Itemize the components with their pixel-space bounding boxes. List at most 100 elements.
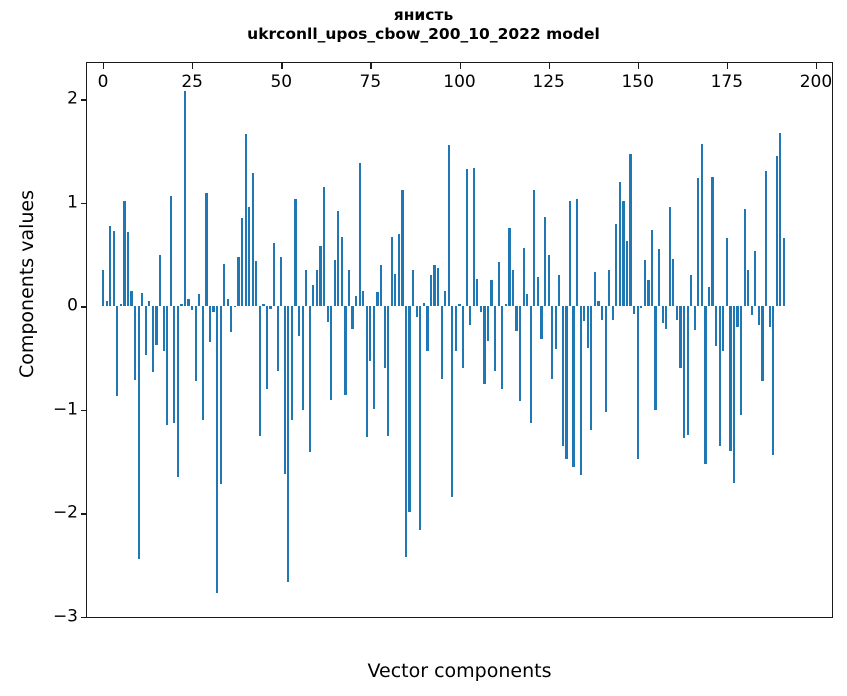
y-tick-label: −2 [52,502,78,523]
bar [383,306,386,369]
bar [297,306,301,337]
bar-series-container [87,63,832,617]
bar [672,258,675,307]
bar [490,280,493,307]
bar [240,218,244,307]
bar [433,264,436,307]
bar [315,270,318,307]
bar [176,306,179,478]
x-tick-mark [815,63,818,69]
bar [205,193,208,307]
chart-title-line-2: ukrconll_upos_cbow_200_10_2022 model [247,25,600,43]
bar [600,306,604,320]
x-tick-label: 100 [443,72,476,92]
bar [682,306,686,438]
bar [201,306,204,421]
bar [365,306,368,437]
bar [697,177,700,307]
bar [583,306,586,321]
bar [732,306,736,484]
bar [169,195,172,307]
bar [700,143,703,307]
bar [101,270,105,307]
bar [586,306,589,348]
bar [166,306,169,426]
bar [650,229,654,307]
bar [679,306,682,369]
bar [608,270,611,307]
bar [693,306,696,331]
bar [219,306,222,485]
bar [647,280,650,307]
bar [501,306,504,390]
bar [486,306,490,341]
bar [715,306,718,346]
bar [636,306,639,459]
bar [472,167,475,307]
bar [369,306,372,362]
bar [119,304,122,307]
bar [226,299,229,307]
y-tick-mark [81,202,87,205]
bar [419,306,422,530]
bar [461,306,465,369]
bar [722,306,725,351]
bar [244,134,247,307]
plot-axes: 2 1 0 −1 −2 −3 0 25 50 75 100 125 150 175 200 [53,62,833,625]
bar [540,306,543,340]
bar [233,306,237,308]
bar [123,200,126,307]
bar [579,306,582,476]
bar [130,290,133,307]
bar [208,306,212,342]
bar [668,206,671,307]
bar [358,163,361,307]
bar [355,295,358,307]
bar [265,306,269,390]
bar [426,306,429,351]
y-tick-mark [81,617,87,619]
bar [497,261,500,307]
bar [158,254,162,307]
bar [625,241,629,307]
bar [618,182,621,307]
bar [280,256,283,307]
bar [725,238,728,307]
bar [551,306,554,379]
bar [155,306,158,345]
bar [629,154,632,307]
bar [611,306,614,320]
x-tick-mark [548,63,550,69]
bar [743,209,746,307]
bar [251,172,254,307]
bar [230,306,233,333]
bar [615,223,618,307]
bar [440,306,443,379]
x-tick-label: 125 [532,72,565,92]
bar [151,306,155,372]
bar [212,306,215,312]
bar [469,306,472,325]
bar [408,306,411,513]
bar [658,249,661,307]
x-tick-label: 175 [710,72,744,92]
bar [622,200,625,307]
y-tick-mark [81,306,87,308]
bar [479,306,482,312]
x-tick-mark [459,63,461,69]
bar [508,227,511,307]
chart-title: янисть ukrconll_upos_cbow_200_10_2022 mo… [0,6,847,44]
bar [337,211,340,307]
bar [451,306,454,497]
bar [690,275,693,307]
bar [194,306,197,381]
bar [283,306,286,475]
y-tick-label: 1 [67,192,78,213]
bar [112,230,115,307]
bar [515,306,518,332]
bar [494,306,497,371]
y-tick-label: 0 [67,295,78,316]
bar [330,306,333,400]
y-tick-label: −3 [52,606,78,627]
bar [661,306,664,323]
